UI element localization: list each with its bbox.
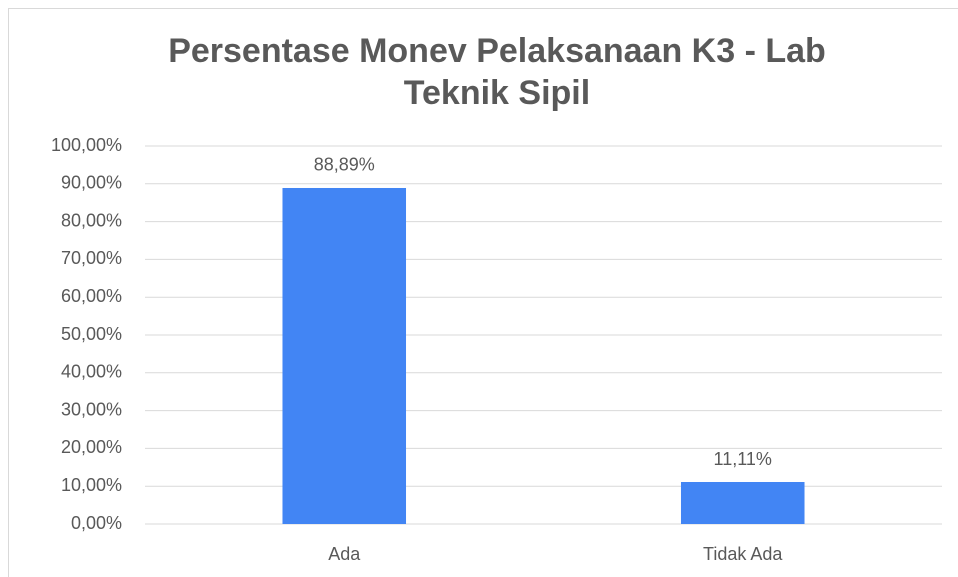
y-tick-label: 30,00% [61, 399, 122, 419]
data-label: 11,11% [714, 449, 772, 469]
y-tick-label: 50,00% [61, 324, 122, 344]
y-tick-label: 10,00% [61, 475, 122, 495]
chart-border [8, 8, 958, 577]
y-tick-label: 70,00% [61, 248, 122, 268]
data-label: 88,89% [314, 155, 375, 175]
y-tick-label: 40,00% [61, 362, 122, 382]
y-tick-label: 60,00% [61, 286, 122, 306]
bar [680, 482, 805, 524]
y-tick-label: 90,00% [61, 173, 122, 193]
y-tick-label: 80,00% [61, 210, 122, 230]
y-tick-label: 20,00% [61, 437, 122, 457]
y-tick-label: 0,00% [71, 513, 122, 533]
x-tick-label: Ada [328, 544, 361, 564]
bar [282, 187, 407, 525]
chart-title: Persentase Monev Pelaksanaan K3 - Lab Te… [168, 32, 826, 112]
y-tick-label: 100,00% [51, 135, 122, 155]
x-tick-label: Tidak Ada [703, 544, 783, 564]
